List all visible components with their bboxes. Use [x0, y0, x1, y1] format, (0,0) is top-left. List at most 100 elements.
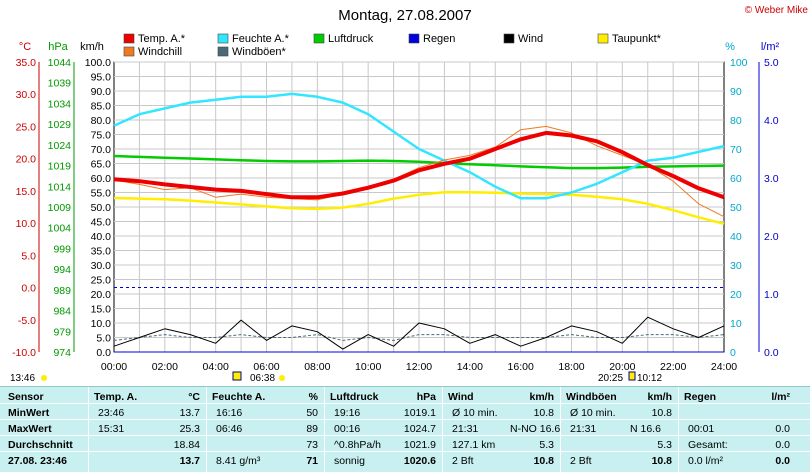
- humidity-axis-unit: %: [725, 41, 735, 53]
- legend-swatch: [313, 33, 325, 44]
- temp-tick-label: 0.0: [21, 283, 36, 295]
- rain-tick-label: 0.0: [764, 347, 779, 359]
- table-cell-temp-value: 13.7: [179, 407, 200, 419]
- speed-tick-label: 80.0: [91, 115, 112, 127]
- speed-tick-label: 40.0: [91, 231, 112, 243]
- humidity-tick-label: 20: [730, 289, 742, 301]
- table-cell-rain-value: 0.0: [775, 423, 790, 435]
- series-line-windchill: [113, 125, 725, 218]
- temp-tick-label: -10.0: [12, 347, 36, 359]
- pressure-tick-label: 984: [53, 306, 71, 318]
- sunrise-sun-icon: [279, 375, 285, 381]
- temp-tick-label: -5.0: [18, 315, 36, 327]
- speed-tick-label: 60.0: [91, 173, 112, 185]
- speed-tick-label: 55.0: [91, 188, 112, 200]
- table-cell-humidity-value: 50: [306, 407, 318, 419]
- rain-axis-unit: l/m²: [761, 41, 780, 53]
- moonset-time: 10:12: [637, 373, 662, 384]
- rain-tick-label: 3.0: [764, 173, 779, 185]
- humidity-tick-label: 90: [730, 86, 742, 98]
- humidity-tick-label: 40: [730, 231, 742, 243]
- table-column-separator: [678, 387, 679, 472]
- table-header-rain: Regen: [684, 391, 717, 403]
- table-cell-humidity-time: 8.41 g/m³: [216, 455, 261, 467]
- speed-tick-label: 45.0: [91, 217, 112, 229]
- table-column-separator: [560, 387, 561, 472]
- credit-text: © Weber Mike: [745, 5, 809, 16]
- pressure-tick-label: 1044: [48, 57, 72, 69]
- table-cell-pressure-time: 19:16: [334, 407, 361, 419]
- time-tick-label: 04:00: [203, 361, 229, 373]
- series-line-feuchte-a: [113, 92, 725, 200]
- legend-label: Feuchte A.*: [232, 33, 290, 45]
- time-tick-label: 02:00: [152, 361, 178, 373]
- table-cell-humidity-time: 16:16: [216, 407, 243, 419]
- speed-tick-label: 15.0: [91, 304, 112, 316]
- table-row-label: MinWert: [8, 407, 50, 419]
- table-row-label: 27.08. 23:46: [8, 455, 67, 467]
- humidity-tick-label: 80: [730, 115, 742, 127]
- table-cell-gusts-value: 5.3: [657, 439, 672, 451]
- pressure-tick-label: 979: [53, 326, 71, 338]
- table-cell-wind-value: 10.8: [533, 455, 554, 467]
- table-header-temp: Temp. A.: [94, 391, 138, 403]
- series-line-wind: [113, 316, 725, 350]
- table-header-gusts: Windböen: [566, 391, 617, 403]
- speed-tick-label: 10.0: [91, 318, 112, 330]
- series-line-windb-en: [113, 334, 725, 341]
- speed-tick-label: 0.0: [96, 347, 111, 359]
- table-cell-gusts-value: 10.8: [651, 455, 672, 467]
- temp-axis-unit: °C: [19, 41, 31, 53]
- sunset-icon: [628, 371, 636, 381]
- humidity-tick-label: 10: [730, 318, 742, 330]
- table-cell-wind-time: 127.1 km: [452, 439, 496, 451]
- speed-tick-label: 100.0: [85, 57, 111, 69]
- time-tick-label: 16:00: [508, 361, 534, 373]
- pressure-tick-label: 974: [53, 347, 71, 359]
- stats-table: Sensor Temp. A. °C Feuchte A.% Luftdruck hPa W…: [0, 386, 810, 472]
- table-header-sensor: Sensor: [8, 391, 44, 403]
- time-tick-label: 06:00: [253, 361, 279, 373]
- legend-label: Windböen*: [232, 46, 287, 58]
- speed-tick-label: 35.0: [91, 246, 112, 258]
- table-cell-temp-time: 23:46: [98, 407, 125, 419]
- pressure-tick-label: 1024: [48, 140, 72, 152]
- table-row-label: MaxWert: [8, 423, 52, 435]
- table-column-separator: [442, 387, 443, 472]
- pressure-tick-label: 989: [53, 285, 71, 297]
- table-cell-temp-value: 13.7: [179, 455, 200, 467]
- sunrise-icon: [232, 371, 242, 381]
- table-cell-wind-time: 2 Bft: [452, 455, 474, 467]
- legend-label: Windchill: [138, 46, 182, 58]
- pressure-axis-unit: hPa: [48, 41, 68, 53]
- series-line-temp-a: [113, 130, 725, 200]
- time-tick-label: 12:00: [406, 361, 432, 373]
- table-cell-gusts-direction: N 16.6: [630, 423, 661, 435]
- rain-tick-label: 5.0: [764, 57, 779, 69]
- speed-tick-label: 5.0: [96, 333, 111, 345]
- speed-tick-label: 20.0: [91, 289, 112, 301]
- table-header-wind-unit: km/h: [529, 391, 554, 403]
- speed-tick-label: 85.0: [91, 101, 112, 113]
- humidity-tick-label: 50: [730, 202, 742, 214]
- temp-tick-label: 25.0: [16, 121, 37, 133]
- table-header-pressure-unit: hPa: [416, 391, 436, 403]
- table-row-label: Durchschnitt: [8, 439, 73, 451]
- speed-tick-label: 70.0: [91, 144, 112, 156]
- pressure-tick-label: 1034: [48, 98, 72, 110]
- temp-tick-label: 5.0: [21, 250, 36, 262]
- table-header-humidity-unit: %: [308, 391, 318, 403]
- temp-tick-label: 30.0: [16, 89, 37, 101]
- speed-tick-label: 50.0: [91, 202, 112, 214]
- table-cell-wind-value: 10.8: [533, 407, 554, 419]
- table-cell-wind-time: 21:31: [452, 423, 479, 435]
- table-cell-wind-value: 5.3: [539, 439, 554, 451]
- pressure-tick-label: 1039: [48, 78, 72, 90]
- table-cell-wind-direction: N-NO 16.6: [510, 423, 561, 435]
- moonrise-time: 13:46: [10, 373, 35, 384]
- table-cell-gusts-time: Ø 10 min.: [570, 407, 616, 419]
- pressure-tick-label: 994: [53, 264, 71, 276]
- table-cell-pressure-value: 1024.7: [403, 423, 436, 435]
- temp-tick-label: 35.0: [16, 57, 37, 69]
- table-header-humidity: Feuchte A.: [212, 391, 266, 403]
